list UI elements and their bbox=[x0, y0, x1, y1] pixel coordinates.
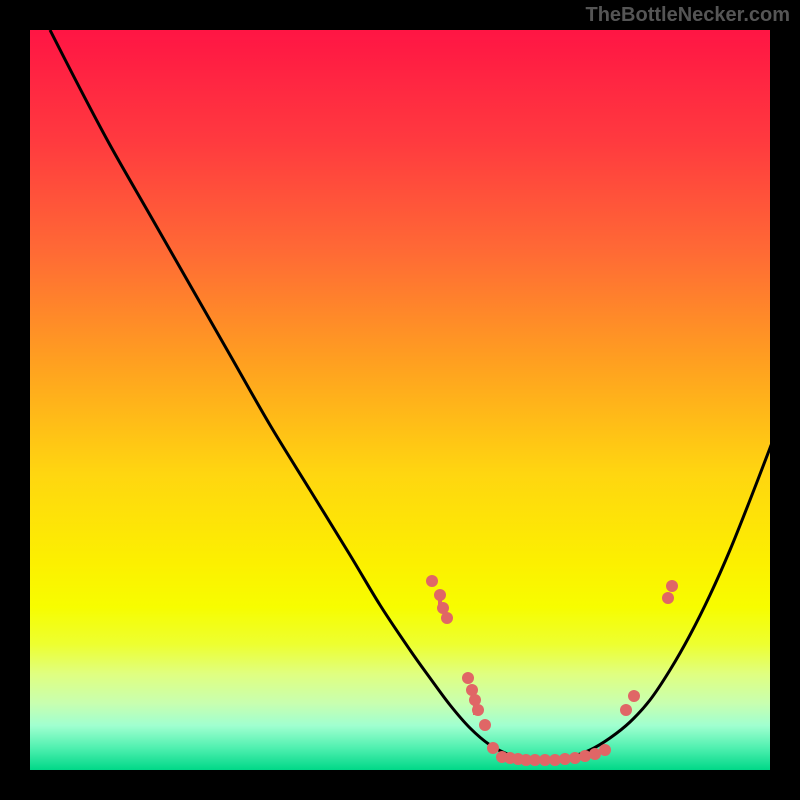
data-marker bbox=[479, 719, 491, 731]
data-marker bbox=[434, 589, 446, 601]
data-marker bbox=[662, 592, 674, 604]
data-marker bbox=[620, 704, 632, 716]
watermark-text: TheBottleNecker.com bbox=[585, 4, 790, 27]
data-marker bbox=[441, 612, 453, 624]
data-marker bbox=[487, 742, 499, 754]
chart-svg bbox=[30, 30, 770, 770]
data-marker bbox=[462, 672, 474, 684]
data-marker bbox=[628, 690, 640, 702]
data-marker bbox=[579, 750, 591, 762]
data-marker bbox=[472, 704, 484, 716]
chart-background bbox=[30, 30, 770, 770]
data-marker bbox=[599, 744, 611, 756]
data-marker bbox=[666, 580, 678, 592]
data-marker bbox=[569, 752, 581, 764]
chart-plot-area bbox=[30, 30, 770, 770]
data-marker bbox=[426, 575, 438, 587]
